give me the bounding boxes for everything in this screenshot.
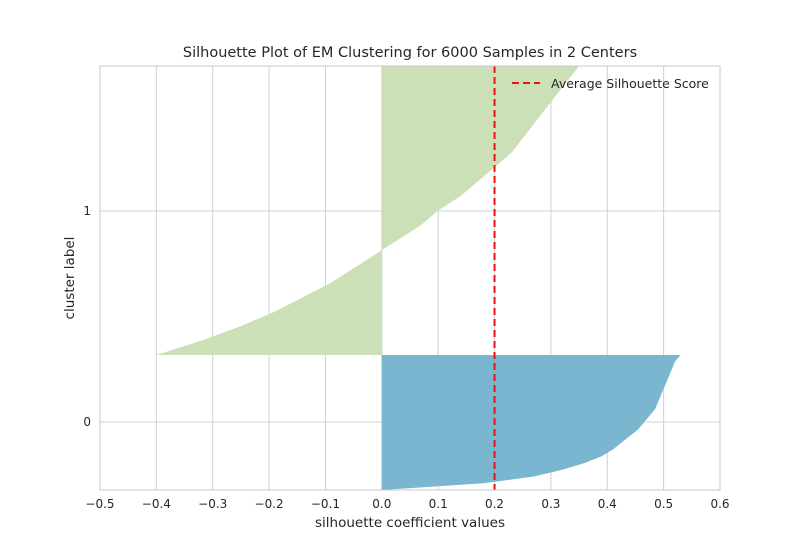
y-tick-label-0: 0: [83, 415, 91, 429]
x-tick-label-11: 0.6: [710, 497, 729, 511]
x-tick-label-7: 0.2: [485, 497, 504, 511]
x-tick-label-8: 0.3: [541, 497, 560, 511]
x-tick-label-5: 0.0: [372, 497, 391, 511]
legend-average-label: Average Silhouette Score: [551, 76, 709, 91]
y-axis-label: cluster label: [62, 237, 78, 320]
cluster-areas: [156, 66, 681, 490]
y-ticks: 01: [83, 204, 91, 429]
y-tick-label-1: 1: [83, 204, 91, 218]
x-axis-label: silhouette coefficient values: [315, 515, 505, 531]
legend: Average Silhouette Score: [512, 76, 709, 91]
x-tick-label-4: −0.1: [311, 497, 340, 511]
x-tick-label-6: 0.1: [429, 497, 448, 511]
x-tick-label-9: 0.4: [598, 497, 617, 511]
x-ticks: −0.5 −0.4 −0.3 −0.2 −0.1 0.0 0.1 0.2 0.3 0.4 0.5 0.…: [85, 497, 729, 511]
x-tick-label-10: 0.5: [654, 497, 673, 511]
x-tick-label-1: −0.4: [142, 497, 171, 511]
chart-title: Silhouette Plot of EM Clustering for 600…: [183, 45, 637, 61]
cluster-0-area: [381, 355, 681, 490]
x-tick-label-3: −0.2: [255, 497, 284, 511]
plot-frame: [99, 65, 721, 491]
x-tick-label-0: −0.5: [85, 497, 114, 511]
cluster-1-area: [156, 66, 580, 355]
x-tick-label-2: −0.3: [198, 497, 227, 511]
